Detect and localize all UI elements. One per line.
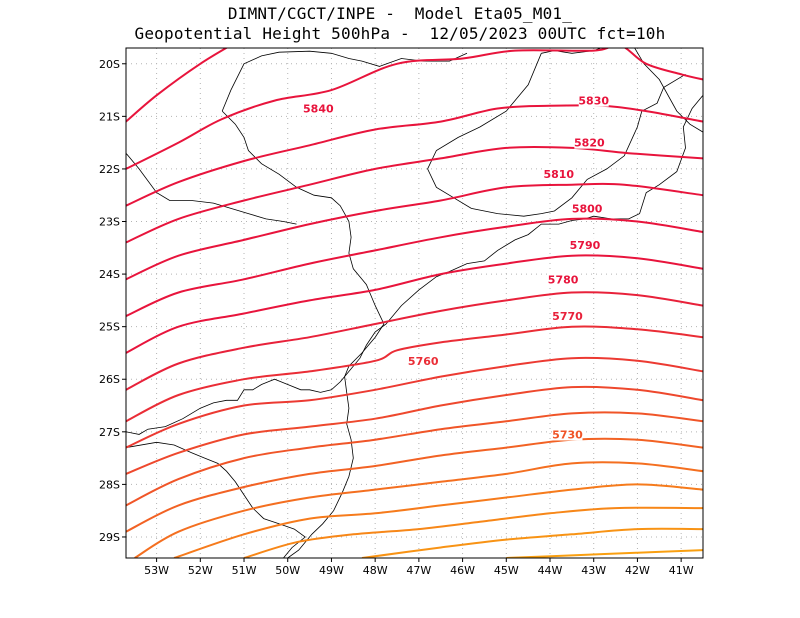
- contour-label-5840: 5840: [303, 102, 334, 115]
- y-tick-label: 25S: [99, 321, 120, 334]
- contour-label-5800: 5800: [572, 202, 603, 215]
- contour-line-5730: [126, 411, 703, 507]
- contour-label-background: [574, 135, 605, 149]
- coastline-boundary: [126, 152, 297, 225]
- contour-line-5690: [243, 506, 703, 558]
- coastline-boundary: [126, 376, 345, 435]
- coastline-boundary: [344, 95, 703, 377]
- contour-label-background: [408, 353, 439, 367]
- x-tick-label: 49W: [319, 564, 344, 577]
- contour-line-5700: [173, 483, 703, 558]
- contour-line-5720: [126, 437, 703, 533]
- contour-label-5820: 5820: [574, 137, 605, 150]
- contour-labels: 5840 5830 5820 5810 5800 5790 5780 5770 5760 5730: [303, 93, 609, 441]
- y-tick-label: 24S: [99, 268, 120, 281]
- coastline-boundary: [541, 48, 603, 54]
- x-tick-label: 44W: [538, 564, 563, 577]
- contour-label-5810: 5810: [543, 168, 574, 181]
- contour-line-5830: [126, 48, 703, 170]
- contour-label-5830: 5830: [578, 95, 609, 108]
- x-tick-label: 48W: [363, 564, 388, 577]
- contour-label-background: [543, 167, 574, 181]
- plot-frame: [125, 47, 704, 559]
- x-tick-label: 53W: [144, 564, 169, 577]
- contour-label-background: [548, 272, 579, 286]
- map-title-line-1: DIMNT/CGCT/INPE - Model Eta05_M01_: [227, 4, 573, 23]
- contour-line-5780: [126, 254, 703, 354]
- y-tick-label: 26S: [99, 373, 120, 386]
- y-tick-label: 21S: [99, 110, 120, 123]
- contour-lines: [126, 48, 703, 558]
- coastline-boundary: [126, 441, 306, 558]
- contour-label-background: [552, 309, 583, 323]
- contour-line-5680: [361, 527, 703, 558]
- contour-label-5780: 5780: [548, 273, 579, 286]
- coastline-boundary: [287, 376, 354, 558]
- contour-label-background: [578, 93, 609, 107]
- contour-label-background: [303, 101, 334, 115]
- y-tick-label: 27S: [99, 426, 120, 439]
- coastline-boundary: [221, 110, 385, 377]
- coastlines: [126, 48, 703, 558]
- x-tick-label: 51W: [232, 564, 257, 577]
- contour-line-5770: [126, 291, 703, 391]
- x-tick-label: 41W: [669, 564, 694, 577]
- x-tick-label: 46W: [450, 564, 475, 577]
- x-tick-label: 50W: [275, 564, 300, 577]
- y-tick-label: 23S: [99, 216, 120, 229]
- coastline-boundary: [427, 53, 686, 217]
- contour-line-5840: [126, 48, 229, 123]
- x-tick-label: 42W: [625, 564, 650, 577]
- x-tick-label: 52W: [188, 564, 213, 577]
- x-tick-label: 45W: [494, 564, 519, 577]
- contour-label-5730: 5730: [552, 428, 583, 441]
- y-tick-label: 20S: [99, 58, 120, 71]
- y-tick-label: 29S: [99, 531, 120, 544]
- contour-line-5760: [126, 325, 703, 423]
- y-tick-label: 28S: [99, 478, 120, 491]
- contour-line-5810: [126, 145, 703, 244]
- contour-label-5770: 5770: [552, 310, 583, 323]
- contour-label-background: [552, 427, 583, 441]
- x-tick-label: 43W: [581, 564, 606, 577]
- contour-label-5790: 5790: [570, 239, 601, 252]
- contour-label-5760: 5760: [408, 355, 439, 368]
- contour-line-5710: [134, 461, 703, 558]
- y-tick-label: 22S: [99, 163, 120, 176]
- contour-line-5750: [126, 356, 703, 449]
- contour-line-5790: [126, 217, 703, 318]
- contour-label-background: [569, 238, 600, 252]
- contour-line-5800: [126, 182, 703, 281]
- map-title-line-2: Geopotential Height 500hPa - 12/05/2023 …: [134, 24, 666, 43]
- x-tick-label: 47W: [406, 564, 431, 577]
- contour-line-5740: [126, 385, 703, 475]
- contour-line-5820: [126, 104, 703, 207]
- contour-line-5670: [506, 549, 703, 558]
- contour-label-background: [572, 201, 603, 215]
- axis-ticks: 53W 52W 51W 50W 49W 48W 47W 46W 45W 44W 43W 42W 41W 2…: [99, 58, 694, 577]
